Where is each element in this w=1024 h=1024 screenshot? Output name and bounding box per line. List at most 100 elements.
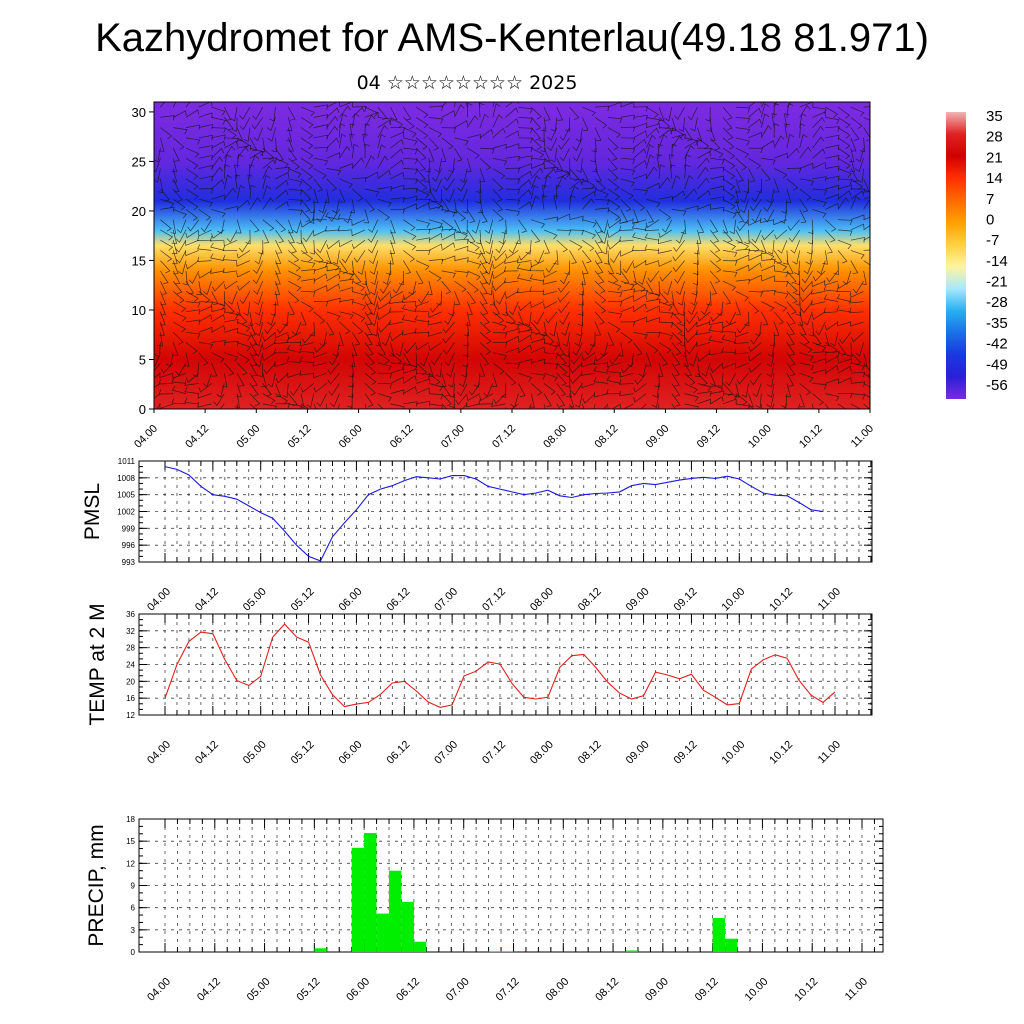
x-tick-label: 06.00 [337, 423, 365, 451]
wind-barb [182, 270, 188, 286]
wind-barb [313, 168, 327, 180]
wind-barb [328, 383, 340, 396]
wind-barb [594, 301, 607, 314]
wind-barb [505, 178, 521, 184]
wind-barb [619, 225, 634, 231]
x-tick-label: 09.12 [695, 423, 723, 451]
x-tick-label: 04.12 [183, 423, 211, 451]
wind-barb [492, 352, 508, 361]
wind-barb [198, 209, 211, 221]
wind-barb [709, 373, 717, 387]
wind-barb [441, 219, 454, 231]
wind-barb [416, 249, 431, 256]
wind-barb [539, 127, 545, 143]
wind-barb [219, 291, 225, 306]
wind-barb [543, 240, 551, 254]
wind-barb [328, 352, 340, 366]
wind-barb [796, 301, 802, 316]
wind-barb [710, 147, 724, 158]
wind-barb [850, 195, 861, 210]
wind-barb [492, 280, 506, 292]
wind-barb [300, 137, 314, 149]
wind-barb [837, 250, 848, 264]
wind-barb [606, 388, 621, 395]
wind-barb [185, 198, 199, 211]
wind-barb [185, 178, 199, 190]
wind-barb [159, 403, 174, 409]
wind-barb [708, 319, 724, 326]
wind-barb [556, 352, 567, 366]
wind-barb [175, 229, 187, 243]
wind-barb [390, 376, 405, 384]
wind-barb [594, 178, 606, 191]
wind-barb [466, 393, 481, 402]
wind-barb [619, 379, 634, 385]
wind-barb [786, 270, 797, 284]
wind-barb [773, 102, 780, 118]
wind-barb [428, 147, 435, 162]
wind-barb [441, 127, 457, 133]
x-tick-label: 09.00 [644, 423, 672, 451]
wind-barb [736, 321, 749, 334]
wind-barb [805, 250, 813, 265]
wind-barb [188, 270, 200, 284]
x-tick-label: 04.00 [145, 586, 173, 614]
wind-barb [505, 209, 521, 217]
wind-barb [448, 158, 455, 173]
x-tick-label: 06.12 [384, 586, 412, 614]
wind-barb [467, 250, 482, 259]
y-tick-label: 28 [126, 644, 135, 653]
wind-barb [328, 209, 340, 222]
wind-barb [754, 321, 762, 337]
wind-barb [556, 213, 571, 221]
wind-barb [351, 239, 366, 250]
wind-barb [581, 352, 596, 362]
wind-barb [313, 114, 329, 120]
wind-barb [687, 106, 698, 121]
precip-bar [314, 948, 327, 952]
wind-barb [541, 117, 547, 132]
wind-barb [534, 250, 545, 264]
wind-barb [364, 155, 375, 169]
wind-barb [211, 156, 223, 169]
y-tick-label: 25 [132, 154, 146, 169]
wind-barb [160, 102, 166, 108]
wind-barb [339, 113, 348, 128]
wind-barb [313, 229, 327, 237]
wind-barb [748, 290, 764, 297]
wind-barb [300, 278, 316, 284]
wind-barb [442, 332, 455, 344]
wind-barb [722, 393, 738, 400]
wind-barb [657, 362, 664, 377]
wind-barb [326, 283, 340, 292]
wind-barb [377, 169, 391, 180]
wind-barb [425, 178, 432, 194]
wind-barb [633, 303, 647, 313]
wind-barb [316, 209, 327, 223]
wind-barb [774, 229, 788, 240]
wind-barb [656, 154, 662, 169]
wind-barb [672, 250, 685, 262]
wind-barb [326, 250, 332, 265]
wind-barb [722, 398, 737, 405]
x-tick-label: 07.00 [444, 976, 472, 1004]
wind-barb [185, 137, 201, 145]
wind-barb [812, 342, 827, 352]
wind-barb [783, 403, 788, 409]
wind-barb [761, 157, 776, 165]
wind-barb [223, 106, 232, 121]
wind-barb [462, 219, 468, 235]
wind-barb [217, 219, 225, 234]
colorbar-label: -14 [986, 253, 1008, 270]
wind-barb [313, 285, 328, 292]
wind-barb [175, 250, 187, 264]
wind-barb [236, 219, 242, 234]
wind-barb [274, 280, 281, 295]
wind-barb [594, 117, 608, 129]
wind-barb [788, 229, 800, 243]
wind-barb [785, 383, 791, 398]
wind-barb [216, 383, 225, 398]
wind-barb [850, 381, 866, 387]
wind-barb [761, 258, 776, 264]
wind-barb [154, 383, 161, 388]
